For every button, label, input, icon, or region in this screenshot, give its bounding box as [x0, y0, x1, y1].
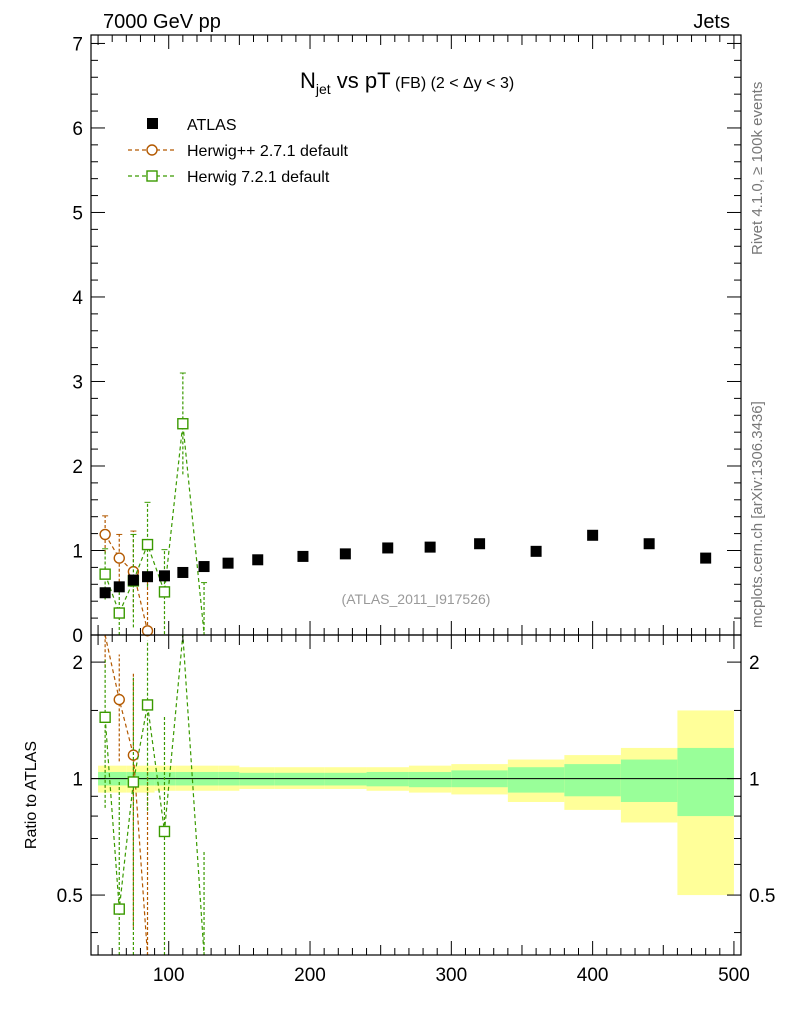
mc-marker-circle: [99, 528, 111, 541]
atlas-data-point: [252, 554, 264, 566]
title-main: N: [300, 68, 316, 93]
x-tick-label: 500: [718, 965, 750, 986]
ratio-stat-band: [620, 759, 678, 802]
mc-marker-square: [177, 418, 189, 430]
atlas-data-point: [424, 541, 436, 553]
header-category-label: Jets: [693, 11, 730, 33]
legend-herwigpp-label: Herwig++ 2.7.1 default: [187, 143, 349, 160]
atlas-data-point: [127, 574, 139, 586]
main-y-tick-label: 6: [72, 119, 83, 140]
atlas-data-point: [474, 538, 486, 550]
main-panel: 0 1 2 3 4 5 6 7 Njet vs pT (FB) (2 < Δy < 3) (A…: [72, 34, 742, 647]
atlas-data-point: [530, 545, 542, 557]
ratio-marker-circle: [127, 749, 140, 761]
atlas-data-point: [113, 581, 125, 593]
legend-herwig7-marker: [146, 170, 158, 182]
ratio-marker-square: [113, 903, 125, 915]
ratio-y-axis-label: Ratio to ATLAS: [23, 741, 40, 849]
x-tick-label: 100: [153, 965, 185, 986]
legend-item-herwigpp: Herwig++ 2.7.1 default: [128, 143, 349, 160]
ratio-stat-band: [677, 747, 734, 817]
legend-herwig7-label: Herwig 7.2.1 default: [187, 169, 330, 186]
ratio-marker-square: [127, 776, 140, 788]
ratio-panel-frame: [90, 634, 742, 956]
legend-item-atlas: ATLAS: [147, 117, 237, 134]
chart-title: Njet vs pT (FB) (2 < Δy < 3): [300, 68, 514, 97]
atlas-data-point: [700, 552, 712, 564]
mc-line-1: [104, 534, 149, 631]
atlas-data-point: [297, 550, 309, 562]
ratio-y-tick-label: 2: [72, 653, 83, 674]
atlas-data-point: [99, 587, 111, 599]
ratio-stat-band: [564, 764, 621, 797]
ratio-stat-band: [324, 772, 367, 786]
ratio-y-tick-label-right: 2: [749, 653, 760, 674]
title-subscript: jet: [315, 81, 331, 97]
atlas-data-point: [158, 570, 170, 582]
atlas-data-point: [382, 542, 394, 554]
ratio-y-tick-label-right: 0.5: [749, 886, 775, 907]
ratio-marker-circle: [113, 693, 125, 706]
main-y-tick-label: 2: [72, 457, 83, 478]
legend-item-herwig7: Herwig 7.2.1 default: [128, 169, 330, 186]
ratio-y-tick-label: 1: [72, 770, 83, 791]
main-axis-ticks: 0 1 2 3 4 5 6 7: [72, 34, 741, 647]
atlas-data-point: [339, 548, 351, 560]
ratio-uncertainty-bands: [98, 710, 734, 896]
ratio-marker-square: [99, 711, 111, 724]
mc-marker-circle: [113, 552, 125, 564]
atlas-data-point: [222, 557, 234, 569]
analysis-watermark: (ATLAS_2011_I917526): [342, 591, 491, 607]
atlas-data-point: [198, 561, 210, 573]
ratio-stat-band: [507, 767, 565, 793]
ratio-stat-band: [408, 771, 452, 788]
main-y-tick-label: 3: [72, 372, 83, 393]
mcplots-reference-label: mcplots.cern.ch [arXiv:1306.3436]: [749, 401, 766, 628]
mc-marker-square: [113, 607, 125, 619]
main-y-tick-label: 4: [72, 288, 83, 309]
main-y-tick-label: 0: [72, 626, 83, 647]
ratio-panel: 0.5 0.5 1 1 2 2 100 200 300 400 500 Ratio to ATLAS: [23, 634, 775, 986]
x-tick-label: 400: [577, 965, 609, 986]
main-data-series: [99, 372, 712, 637]
legend-atlas-label: ATLAS: [187, 117, 237, 134]
legend-herwigpp-marker: [146, 144, 158, 156]
header-collider-label: 7000 GeV pp: [103, 11, 221, 33]
atlas-data-point: [587, 529, 599, 541]
ratio-y-tick-label: 0.5: [57, 886, 83, 907]
mc-marker-square: [99, 568, 111, 580]
mc-marker-circle: [141, 625, 154, 637]
ratio-y-tick-label-right: 1: [749, 770, 760, 791]
atlas-data-point: [177, 566, 189, 578]
main-y-tick-label: 7: [72, 34, 83, 55]
mc-marker-square: [158, 586, 171, 598]
ratio-stat-band: [239, 772, 275, 786]
x-tick-label: 200: [294, 965, 326, 986]
legend-atlas-marker: [147, 118, 158, 129]
ratio-data-series: [99, 634, 205, 956]
ratio-marker-square: [158, 825, 171, 838]
title-rest: vs pT: [331, 68, 391, 93]
x-tick-label: 300: [435, 965, 467, 986]
mc-line-2: [104, 423, 205, 634]
main-y-tick-label: 5: [72, 203, 83, 224]
main-y-tick-label: 1: [72, 541, 83, 562]
mc-marker-square: [141, 538, 154, 551]
atlas-data-point: [643, 538, 655, 550]
title-tag: (FB): [391, 75, 427, 92]
rivet-version-label: Rivet 4.1.0, ≥ 100k events: [749, 82, 766, 255]
atlas-data-point: [142, 571, 154, 583]
ratio-stat-band: [366, 771, 409, 787]
ratio-marker-square: [141, 699, 154, 711]
title-range: (2 < Δy < 3): [426, 75, 514, 92]
ratio-mc-line-1: [104, 634, 149, 956]
legend: ATLAS Herwig++ 2.7.1 default Herwig 7.2.…: [128, 117, 349, 186]
ratio-axis-ticks: 0.5 0.5 1 1 2 2 100 200 300 400 500: [57, 635, 775, 986]
ratio-stat-band: [274, 772, 325, 786]
